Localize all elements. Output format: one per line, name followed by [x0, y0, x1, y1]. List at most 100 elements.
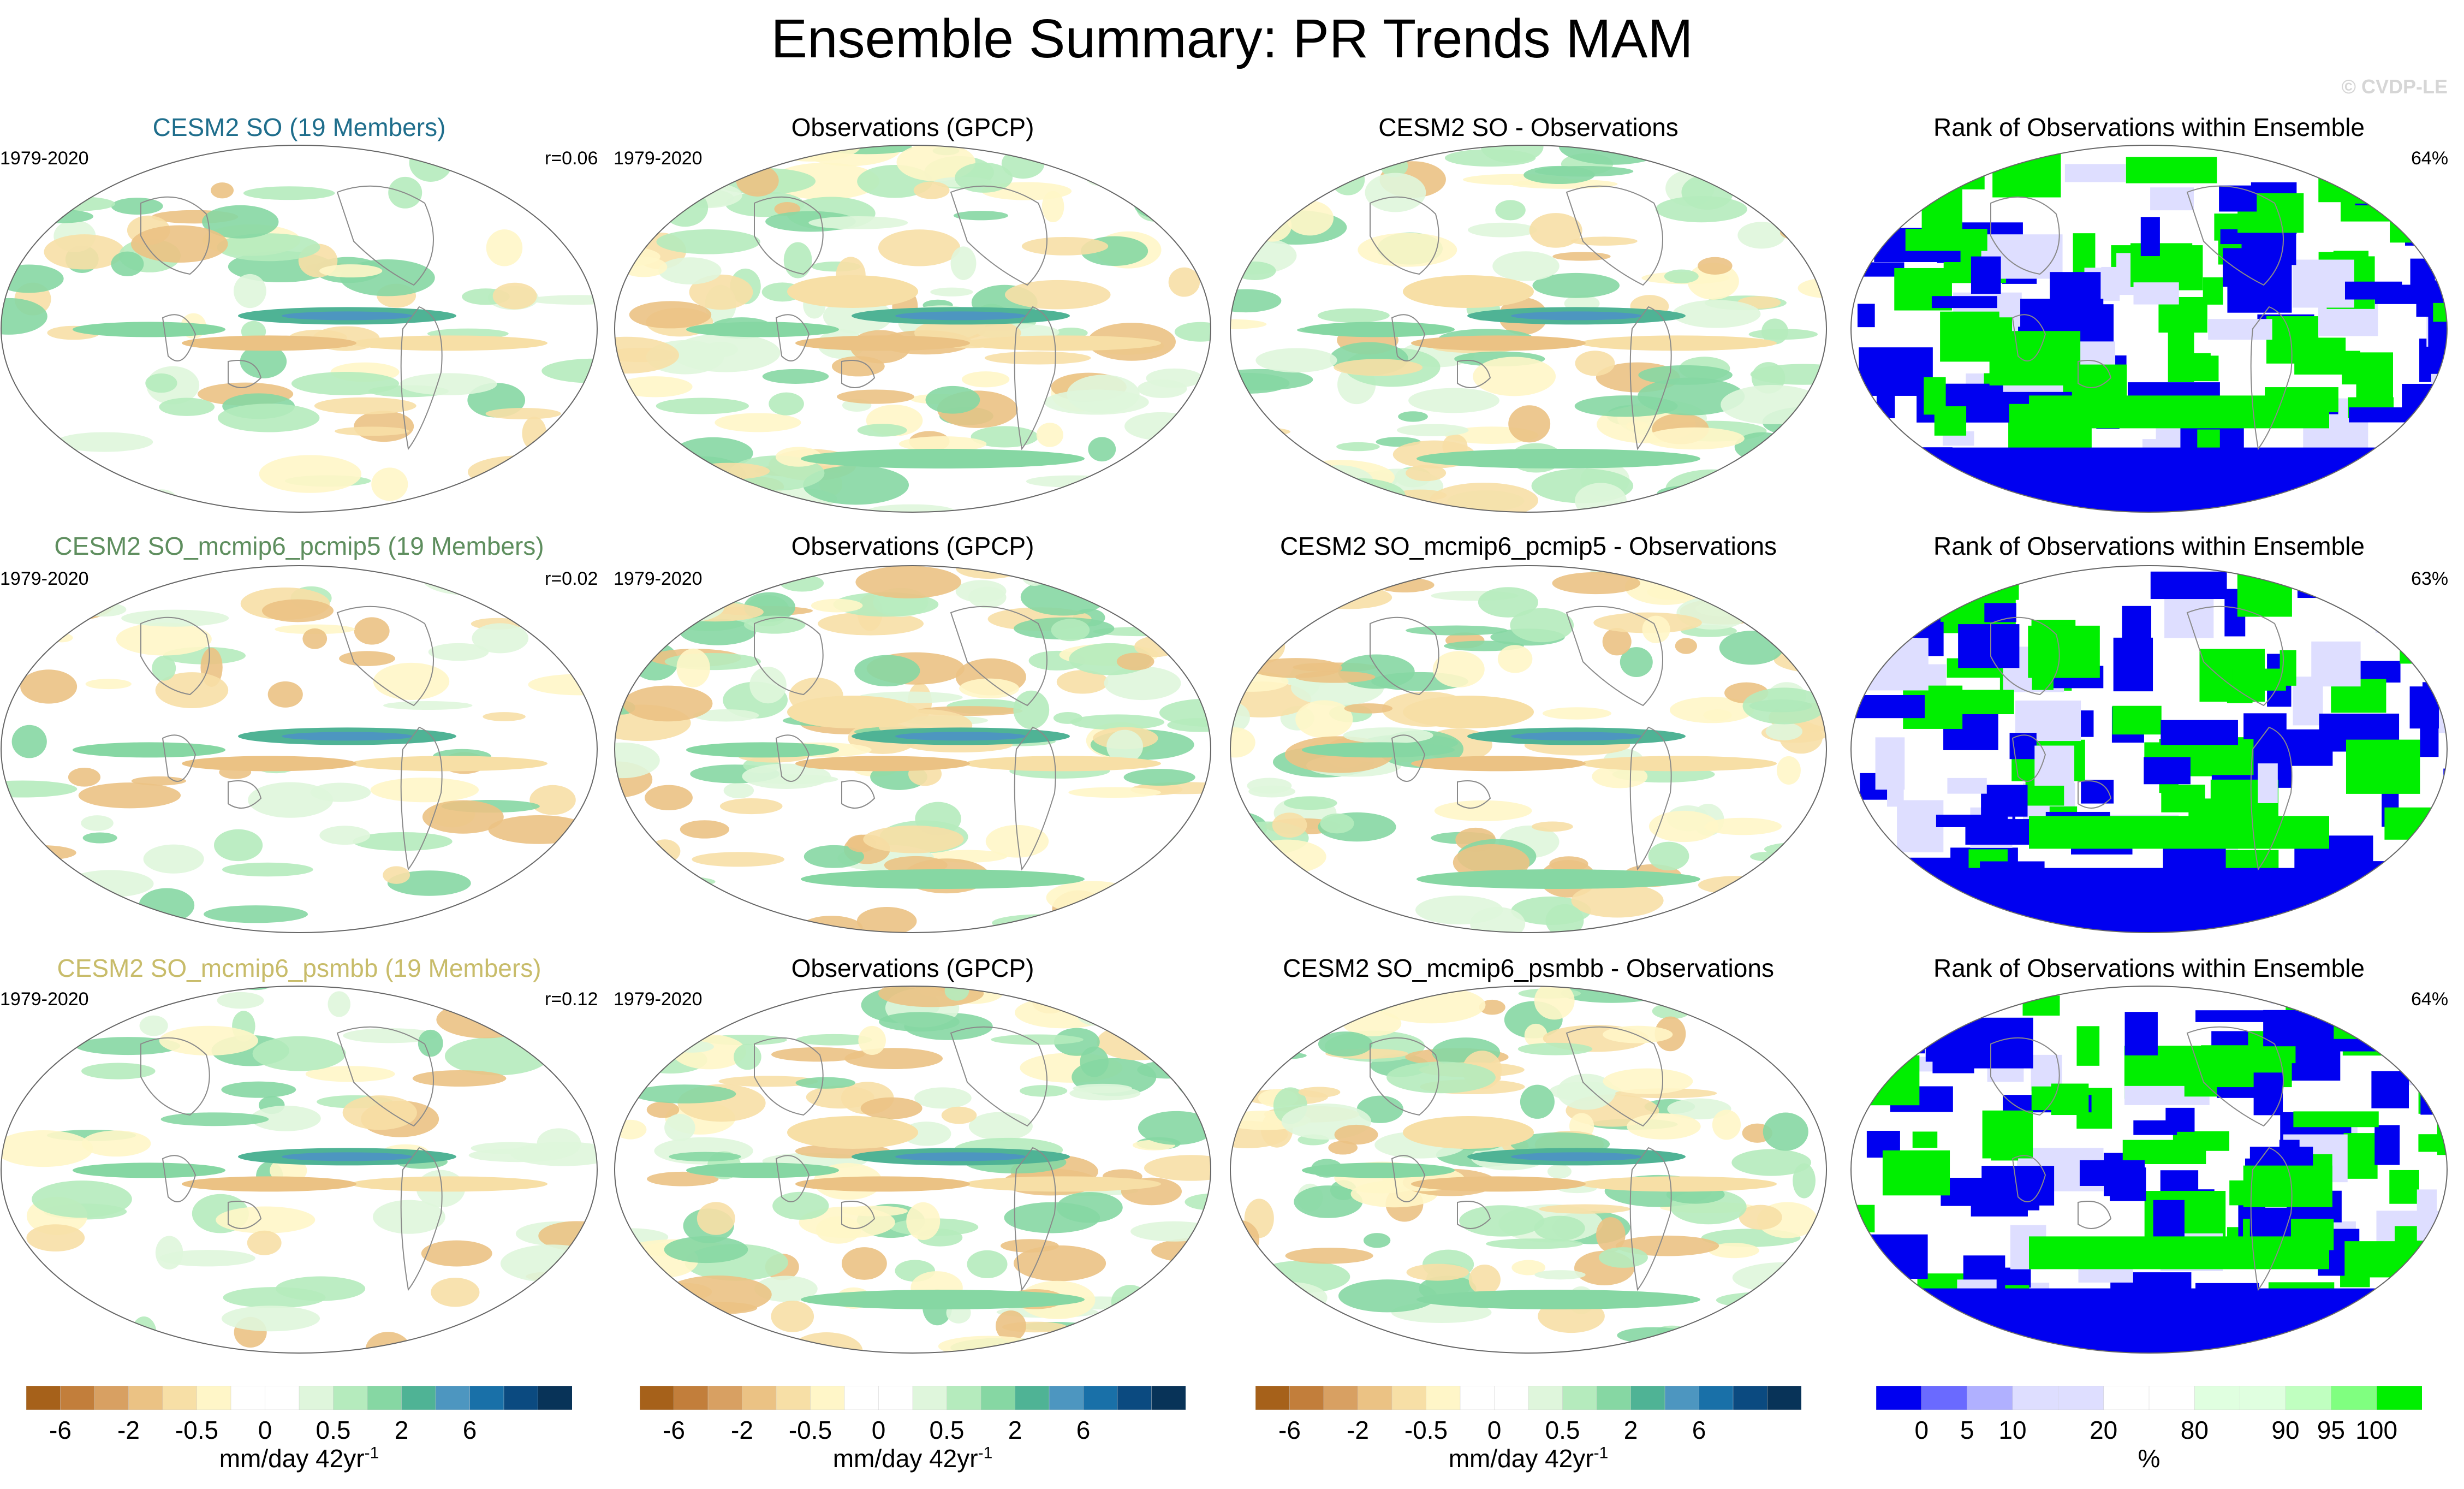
- trend-patch: [1704, 817, 1782, 835]
- trend-patch: [422, 566, 515, 596]
- trend-patch: [1138, 1111, 1211, 1145]
- rank-patch: [2150, 187, 2194, 211]
- trend-patch: [1675, 638, 1698, 654]
- trend-patch: [1459, 1205, 1545, 1237]
- rank-patch: [2113, 637, 2153, 692]
- trend-patch: [638, 1298, 705, 1330]
- colorbar-box: [1596, 1386, 1632, 1410]
- trend-patch: [1620, 647, 1653, 677]
- trend-patch: [1386, 1061, 1496, 1094]
- trend-patch: [713, 1337, 765, 1353]
- trend-patch: [689, 274, 753, 310]
- coastline: [336, 185, 434, 286]
- trend-patch: [1248, 785, 1296, 798]
- trend-patch: [1230, 508, 1253, 512]
- trend-patch: [841, 1247, 887, 1280]
- colorbar-tick-label: 0: [258, 1416, 272, 1444]
- trend-patch: [1169, 1255, 1211, 1269]
- coastline: [336, 606, 434, 707]
- colorbar-box: [435, 1386, 471, 1410]
- trend-patch: [1019, 1085, 1068, 1097]
- map-border: [1230, 145, 1827, 513]
- trend-patch: [221, 1306, 320, 1332]
- colorbar-tick-label: -6: [49, 1416, 72, 1444]
- trend-patch: [1111, 503, 1209, 512]
- coastline: [775, 734, 810, 782]
- colorbar-box: [1323, 1386, 1359, 1410]
- rank-patch: [2389, 1170, 2419, 1204]
- rank-patch: [2449, 1326, 2464, 1347]
- trend-patch: [1338, 1279, 1437, 1313]
- trend-patch: [1240, 1334, 1307, 1353]
- coastline: [400, 726, 443, 871]
- rank-patch: [2353, 468, 2387, 511]
- trend-patch: [139, 1015, 168, 1036]
- trend-patch: [139, 888, 195, 923]
- trend-patch: [1176, 600, 1203, 621]
- map-border: [1, 565, 598, 933]
- colorbar-box: [742, 1386, 777, 1410]
- rank-patch: [2349, 407, 2425, 423]
- trend-patch: [1574, 395, 1678, 417]
- trend-patch: [646, 879, 673, 910]
- rank-patch: [1851, 1055, 1920, 1106]
- coastline: [2186, 185, 2284, 286]
- rank-patch: [2444, 1249, 2447, 1280]
- rank-patch: [1881, 1013, 1899, 1037]
- trend-patch: [1655, 196, 1747, 223]
- trend-patch: [1331, 164, 1365, 195]
- trend-patch: [571, 1284, 597, 1320]
- trend-patch: [1497, 645, 1533, 673]
- trend-patch: [959, 678, 1020, 698]
- rank-patch: [2165, 1107, 2195, 1132]
- rank-patch: [2418, 1134, 2441, 1152]
- rank-patch: [1912, 1131, 1938, 1148]
- rank-patch: [2122, 606, 2152, 645]
- trend-patch: [634, 1012, 674, 1023]
- trend-patch: [1, 632, 32, 656]
- trend-patch: [221, 1081, 296, 1098]
- trend-patch: [525, 881, 597, 907]
- trend-patch: [1575, 351, 1615, 376]
- trend-patch: [1080, 1046, 1109, 1077]
- trend-patch: [483, 712, 526, 721]
- trend-patch: [213, 829, 263, 862]
- trend-patch: [504, 589, 540, 609]
- trend-patch: [143, 844, 204, 874]
- trend-patch: [690, 462, 770, 479]
- rank-patch: [1942, 690, 2014, 715]
- trend-patch: [1140, 160, 1211, 194]
- colorbar-tick-label: 10: [1998, 1416, 2027, 1444]
- trend-patch: [617, 376, 693, 398]
- trend-patch: [646, 1171, 719, 1187]
- trend-patch: [56, 432, 153, 452]
- trend-patch: [1542, 707, 1612, 720]
- trend-patch: [961, 371, 1010, 388]
- trend-patch: [715, 413, 801, 432]
- colorbar-tick-label: 2: [1008, 1416, 1022, 1444]
- rank-patch: [2319, 1343, 2359, 1353]
- trend-patch: [1365, 173, 1426, 212]
- trend-patch: [68, 767, 101, 787]
- trend-patch: [1068, 787, 1161, 798]
- coastline: [1391, 734, 1426, 782]
- trend-patch: [1286, 200, 1334, 236]
- trend-patch: [159, 1250, 255, 1267]
- rank-patch: [2398, 893, 2447, 927]
- colorbar-box: [1733, 1386, 1768, 1410]
- rank-percent-label: 63%: [2411, 568, 2449, 589]
- rank-patch: [2034, 745, 2075, 786]
- trend-patch: [1657, 485, 1719, 501]
- trend-patch: [1602, 628, 1632, 656]
- map-border: [1850, 986, 2448, 1354]
- colorbar-box: [2058, 1386, 2104, 1410]
- rank-patch: [2443, 768, 2447, 820]
- trend-patch: [418, 1029, 443, 1057]
- colorbar-tick-label: -2: [1347, 1416, 1369, 1444]
- rank-patch: [2112, 705, 2162, 735]
- rank-patch: [2346, 493, 2402, 512]
- coastline: [400, 306, 443, 450]
- trend-patch: [1230, 1275, 1289, 1292]
- rank-patch: [2208, 319, 2272, 340]
- colorbar-box: [912, 1386, 948, 1410]
